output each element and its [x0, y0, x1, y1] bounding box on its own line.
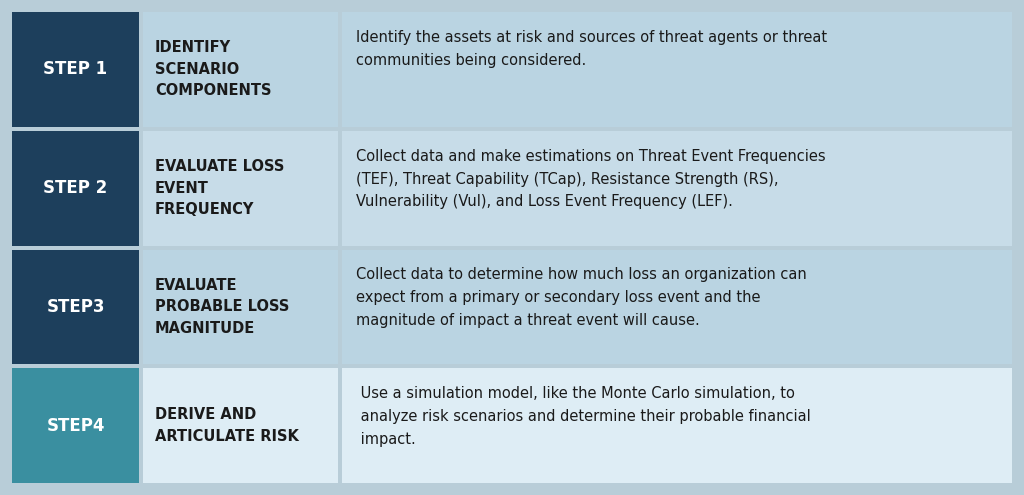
Bar	[12, 368, 139, 483]
Bar	[342, 131, 1012, 246]
Text: STEP 2: STEP 2	[43, 179, 108, 197]
Bar	[143, 368, 338, 483]
Bar	[143, 12, 338, 127]
Bar	[342, 12, 1012, 127]
Bar	[143, 131, 338, 246]
Bar	[12, 249, 139, 364]
Text: DERIVE AND
ARTICULATE RISK: DERIVE AND ARTICULATE RISK	[155, 407, 299, 444]
Bar	[143, 249, 338, 364]
Text: STEP4: STEP4	[46, 417, 104, 435]
Text: Identify the assets at risk and sources of threat agents or threat
communities b: Identify the assets at risk and sources …	[356, 30, 827, 68]
Text: IDENTIFY
SCENARIO
COMPONENTS: IDENTIFY SCENARIO COMPONENTS	[155, 40, 271, 99]
Text: EVALUATE
PROBABLE LOSS
MAGNITUDE: EVALUATE PROBABLE LOSS MAGNITUDE	[155, 278, 290, 336]
Text: Collect data to determine how much loss an organization can
expect from a primar: Collect data to determine how much loss …	[356, 267, 807, 328]
Text: STEP 1: STEP 1	[43, 60, 108, 78]
Text: STEP3: STEP3	[46, 298, 104, 316]
Bar	[12, 12, 139, 127]
Text: Use a simulation model, like the Monte Carlo simulation, to
 analyze risk scenar: Use a simulation model, like the Monte C…	[356, 386, 811, 447]
Bar	[342, 368, 1012, 483]
Bar	[342, 249, 1012, 364]
Bar	[12, 131, 139, 246]
Text: Collect data and make estimations on Threat Event Frequencies
(TEF), Threat Capa: Collect data and make estimations on Thr…	[356, 149, 825, 209]
Text: EVALUATE LOSS
EVENT
FREQUENCY: EVALUATE LOSS EVENT FREQUENCY	[155, 159, 285, 217]
